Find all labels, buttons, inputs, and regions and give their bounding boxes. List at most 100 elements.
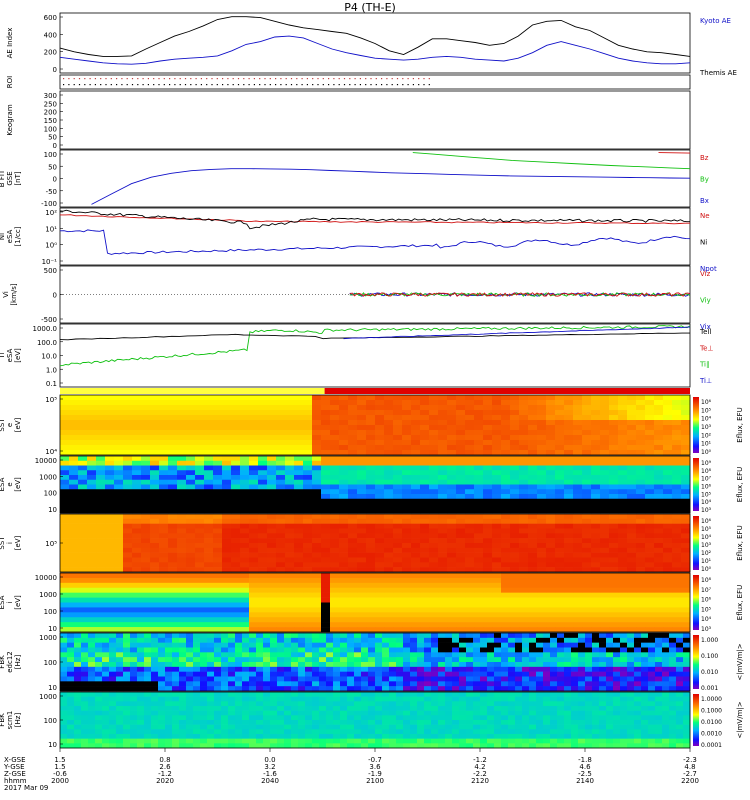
heatmap-cell	[114, 400, 124, 406]
heatmap-cell	[330, 582, 340, 589]
heatmap-cell	[240, 494, 250, 500]
heatmap-cell	[420, 430, 430, 436]
heatmap-cell	[429, 494, 439, 500]
heatmap-cell	[303, 607, 313, 613]
heatmap-cell	[172, 681, 180, 687]
heatmap-cell	[465, 479, 475, 485]
heatmap-cell	[465, 400, 475, 406]
heatmap-cell	[573, 503, 583, 509]
heatmap-cell	[116, 706, 124, 711]
heatmap-cell	[195, 489, 205, 495]
heatmap-cell	[339, 597, 349, 603]
heatmap-cell	[267, 465, 277, 471]
heatmap-cell	[267, 573, 277, 579]
heatmap-cell	[522, 657, 530, 663]
heatmap-cell	[312, 518, 322, 524]
heatmap-cell	[204, 597, 214, 603]
heatmap-cell	[78, 602, 88, 608]
heatmap-cell	[663, 489, 673, 495]
heatmap-cell	[312, 582, 322, 589]
heatmap-cell	[172, 692, 180, 697]
heatmap-cell	[465, 582, 475, 589]
heatmap-cell	[573, 460, 583, 466]
heatmap-cell	[348, 538, 358, 544]
heatmap-cell	[141, 489, 151, 495]
heatmap-cell	[158, 637, 166, 643]
heatmap-cell	[519, 592, 529, 598]
heatmap-cell	[537, 567, 547, 573]
heatmap-cell	[123, 410, 133, 416]
roi-dot	[423, 84, 425, 86]
roi-dot	[359, 84, 361, 86]
heatmap-cell	[151, 666, 159, 672]
heatmap-cell	[411, 498, 421, 504]
heatmap-cell	[438, 657, 446, 663]
heatmap-cell	[636, 543, 646, 549]
heatmap-cell	[564, 415, 574, 421]
heatmap-cell	[168, 405, 178, 411]
heatmap-cell	[402, 557, 412, 563]
heatmap-cell	[159, 484, 169, 490]
heatmap-cell	[105, 503, 115, 509]
heatmap-cell	[285, 430, 295, 436]
heatmap-cell	[256, 681, 264, 687]
heatmap-cell	[105, 508, 115, 514]
heatmap-cell	[402, 484, 412, 490]
heatmap-cell	[285, 503, 295, 509]
heatmap-cell	[130, 743, 138, 749]
heatmap-cell	[78, 415, 88, 421]
heatmap-cell	[483, 440, 493, 446]
heatmap-cell	[179, 681, 187, 687]
heatmap-cell	[151, 662, 159, 668]
heatmap-cell	[618, 533, 628, 539]
heatmap-cell	[474, 552, 484, 558]
heatmap-cell	[681, 538, 691, 544]
heatmap-cell	[186, 662, 194, 668]
heatmap-cell	[186, 503, 196, 509]
heatmap-cell	[204, 582, 214, 589]
heatmap-cell	[214, 686, 222, 692]
heatmap-cell	[452, 647, 460, 653]
heatmap-cell	[510, 430, 520, 436]
heatmap-cell	[600, 475, 610, 481]
heatmap-cell	[536, 662, 544, 668]
heatmap-cell	[536, 657, 544, 663]
heatmap-cell	[420, 538, 430, 544]
colorbar-tick: 10⁹	[701, 460, 712, 467]
heatmap-cell	[519, 518, 529, 524]
heatmap-cell	[375, 523, 385, 529]
heatmap-cell	[557, 671, 565, 677]
series-line	[412, 152, 691, 170]
heatmap-cell	[69, 465, 79, 471]
heatmap-cell	[474, 617, 484, 623]
heatmap-cell	[67, 706, 75, 711]
heatmap-cell	[249, 533, 259, 539]
heatmap-cell	[78, 582, 88, 589]
heatmap-cell	[431, 686, 439, 692]
heatmap-cell	[186, 420, 196, 426]
heatmap-cell	[555, 552, 565, 558]
heatmap-cell	[276, 528, 286, 534]
heatmap-cell	[393, 617, 403, 623]
heatmap-cell	[599, 637, 607, 643]
heatmap-cell	[312, 557, 322, 563]
heatmap-cell	[582, 533, 592, 539]
heatmap-cell	[186, 666, 194, 672]
heatmap-cell	[515, 686, 523, 692]
heatmap-cell	[305, 671, 313, 677]
heatmap-cell	[81, 720, 89, 725]
heatmap-cell	[600, 538, 610, 544]
heatmap-cell	[276, 547, 286, 553]
heatmap-cell	[456, 514, 466, 520]
heatmap-cell	[591, 460, 601, 466]
heatmap-cell	[114, 484, 124, 490]
heatmap-cell	[294, 528, 304, 534]
heatmap-cell	[258, 582, 268, 589]
heatmap-cell	[627, 400, 637, 406]
heatmap-cell	[195, 508, 205, 514]
heatmap-cell	[663, 508, 673, 514]
heatmap-cell	[456, 557, 466, 563]
heatmap-cell	[303, 562, 313, 568]
heatmap-cell	[213, 450, 223, 456]
